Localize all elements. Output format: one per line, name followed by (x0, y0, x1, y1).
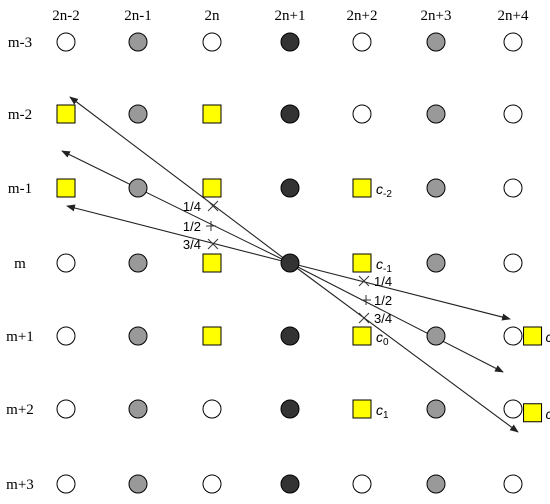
gray-node (128, 104, 148, 124)
white-node (202, 474, 222, 494)
gray-node (426, 32, 446, 52)
white-node (56, 253, 76, 273)
gray-node (426, 178, 446, 198)
white-node (56, 326, 76, 346)
sample-square (352, 399, 372, 419)
cross-mark (207, 238, 219, 250)
gray-node (426, 253, 446, 273)
gray-node (128, 326, 148, 346)
sample-square (202, 253, 222, 273)
white-node (503, 399, 523, 419)
row-label: m (14, 256, 26, 272)
gray-node (128, 399, 148, 419)
white-node (503, 253, 523, 273)
interpolation-arrow (289, 262, 519, 433)
sample-square (202, 326, 222, 346)
white-node (56, 32, 76, 52)
column-label: 2n+4 (498, 8, 529, 24)
column-label: 2n+3 (421, 8, 452, 24)
fraction-label: 1/4 (183, 199, 201, 214)
sample-square-c-3 (523, 326, 543, 346)
coefficient-label: c-3 (546, 329, 550, 348)
gray-node (128, 253, 148, 273)
coefficient-label: c-2 (376, 181, 392, 200)
gray-node (128, 32, 148, 52)
sample-square (202, 104, 222, 124)
interpolation-arrow (61, 150, 291, 264)
sample-square (352, 326, 372, 346)
black-node (280, 178, 300, 198)
fraction-label: 1/2 (374, 293, 392, 308)
plus-mark (361, 295, 371, 305)
black-node (280, 32, 300, 52)
black-node (280, 253, 300, 273)
white-node (352, 32, 372, 52)
row-label: m+2 (6, 402, 34, 418)
interpolation-arrow (69, 96, 291, 264)
black-node (280, 326, 300, 346)
gray-node (426, 104, 446, 124)
fraction-label: 3/4 (374, 311, 392, 326)
interpolation-arrow (289, 262, 504, 373)
fraction-label: 3/4 (183, 237, 201, 252)
white-node (503, 178, 523, 198)
gray-node (128, 474, 148, 494)
column-label: 2n+2 (347, 8, 378, 24)
cross-mark (207, 200, 219, 212)
sample-square (352, 178, 372, 198)
white-node (503, 326, 523, 346)
black-node (280, 474, 300, 494)
gray-node (426, 474, 446, 494)
coefficient-label: c2 (546, 406, 550, 425)
column-label: 2n+1 (275, 8, 306, 24)
coefficient-label: c0 (376, 329, 389, 348)
white-node (352, 104, 372, 124)
sample-square (202, 178, 222, 198)
white-node (56, 399, 76, 419)
white-node (56, 474, 76, 494)
interpolation-arrow (66, 204, 291, 264)
white-node (202, 32, 222, 52)
coefficient-label: c-1 (376, 256, 392, 275)
black-node (280, 399, 300, 419)
column-label: 2n-1 (124, 8, 152, 24)
plus-mark (206, 221, 216, 231)
black-node (280, 104, 300, 124)
white-node (202, 399, 222, 419)
white-node (503, 104, 523, 124)
white-node (503, 32, 523, 52)
white-node (352, 474, 372, 494)
gray-node (426, 399, 446, 419)
sample-square (56, 178, 76, 198)
sample-square-c2 (523, 403, 543, 423)
row-label: m-1 (8, 181, 32, 197)
column-label: 2n (205, 8, 221, 24)
fraction-label: 1/2 (183, 219, 201, 234)
fraction-label: 1/4 (374, 274, 392, 289)
gray-node (128, 178, 148, 198)
cross-mark (358, 312, 370, 324)
cross-mark (358, 275, 370, 287)
row-label: m-3 (8, 35, 32, 51)
row-label: m+1 (6, 329, 34, 345)
interpolation-arrow (289, 262, 511, 321)
white-node (503, 474, 523, 494)
row-label: m+3 (6, 477, 34, 493)
sample-square (352, 253, 372, 273)
column-label: 2n-2 (52, 8, 80, 24)
coefficient-label: c1 (376, 402, 389, 421)
row-label: m-2 (8, 107, 32, 123)
sample-square (56, 104, 76, 124)
gray-node (426, 326, 446, 346)
